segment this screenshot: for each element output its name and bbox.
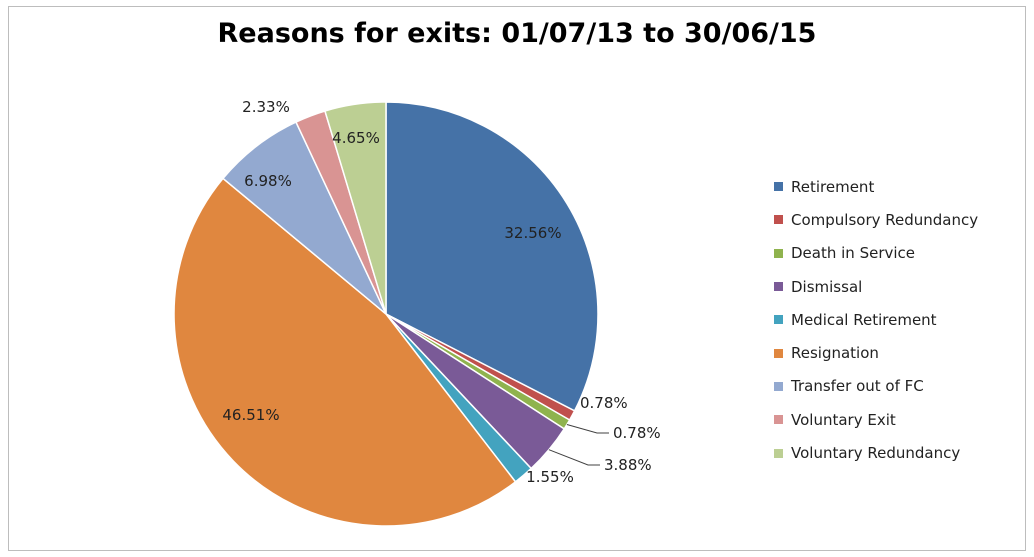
leader-line-death-in-service bbox=[566, 424, 609, 434]
legend-label-voluntary-exit: Voluntary Exit bbox=[791, 410, 896, 429]
pie-slice-retirement bbox=[385, 101, 599, 412]
pie-slice-voluntary-redundancy bbox=[324, 101, 387, 315]
legend-item-voluntary-exit: Voluntary Exit bbox=[774, 403, 978, 436]
legend-item-medical-retirement: Medical Retirement bbox=[774, 303, 978, 336]
legend-item-transfer-out-of-fc: Transfer out of FC bbox=[774, 370, 978, 403]
legend-label-compulsory-redundancy: Compulsory Redundancy bbox=[791, 210, 979, 229]
legend-label-death-in-service: Death in Service bbox=[791, 244, 916, 263]
data-label-death-in-service: 0.78% bbox=[613, 424, 661, 442]
data-label-medical-retirement: 1.55% bbox=[526, 468, 574, 486]
legend-swatch-medical-retirement bbox=[774, 315, 783, 325]
pie-slices bbox=[173, 101, 599, 527]
legend-label-resignation: Resignation bbox=[791, 344, 879, 363]
legend-label-voluntary-redundancy: Voluntary Redundancy bbox=[791, 444, 961, 463]
pie-slice-resignation bbox=[173, 177, 517, 527]
data-label-dismissal: 3.88% bbox=[604, 456, 652, 474]
legend-label-transfer-out-of-fc: Transfer out of FC bbox=[791, 377, 924, 396]
legend-swatch-voluntary-exit bbox=[774, 415, 783, 425]
data-label-resignation: 46.51% bbox=[222, 406, 279, 424]
data-label-retirement: 32.56% bbox=[504, 224, 561, 242]
legend-label-dismissal: Dismissal bbox=[791, 277, 863, 296]
legend-item-death-in-service: Death in Service bbox=[774, 237, 978, 270]
legend-item-compulsory-redundancy: Compulsory Redundancy bbox=[774, 203, 978, 236]
legend-swatch-dismissal bbox=[774, 282, 783, 292]
data-label-transfer-out-of-fc: 6.98% bbox=[244, 172, 292, 190]
leader-lines bbox=[548, 424, 609, 466]
legend-label-retirement: Retirement bbox=[791, 177, 875, 196]
legend-swatch-transfer-out-of-fc bbox=[774, 381, 783, 391]
legend-swatch-voluntary-redundancy bbox=[774, 448, 783, 458]
data-label-voluntary-redundancy: 4.65% bbox=[332, 129, 380, 147]
leader-line-dismissal bbox=[548, 449, 600, 466]
legend-item-resignation: Resignation bbox=[774, 336, 978, 369]
legend-label-medical-retirement: Medical Retirement bbox=[791, 310, 937, 329]
data-label-compulsory-redundancy: 0.78% bbox=[580, 394, 628, 412]
data-labels: 32.56% 0.78% 0.78% 3.88% 1.55% 46.51% 6.98% 2.3… bbox=[222, 98, 660, 486]
data-label-voluntary-exit: 2.33% bbox=[242, 98, 290, 116]
legend-item-dismissal: Dismissal bbox=[774, 270, 978, 303]
legend: Retirement Compulsory Redundancy Death in … bbox=[774, 170, 978, 470]
legend-swatch-retirement bbox=[774, 182, 783, 192]
legend-item-voluntary-redundancy: Voluntary Redundancy bbox=[774, 436, 978, 469]
legend-swatch-resignation bbox=[774, 348, 783, 358]
legend-swatch-death-in-service bbox=[774, 248, 783, 258]
chart-title: Reasons for exits: 01/07/13 to 30/06/15 bbox=[217, 18, 817, 49]
legend-item-retirement: Retirement bbox=[774, 170, 978, 203]
legend-swatch-compulsory-redundancy bbox=[774, 215, 783, 225]
